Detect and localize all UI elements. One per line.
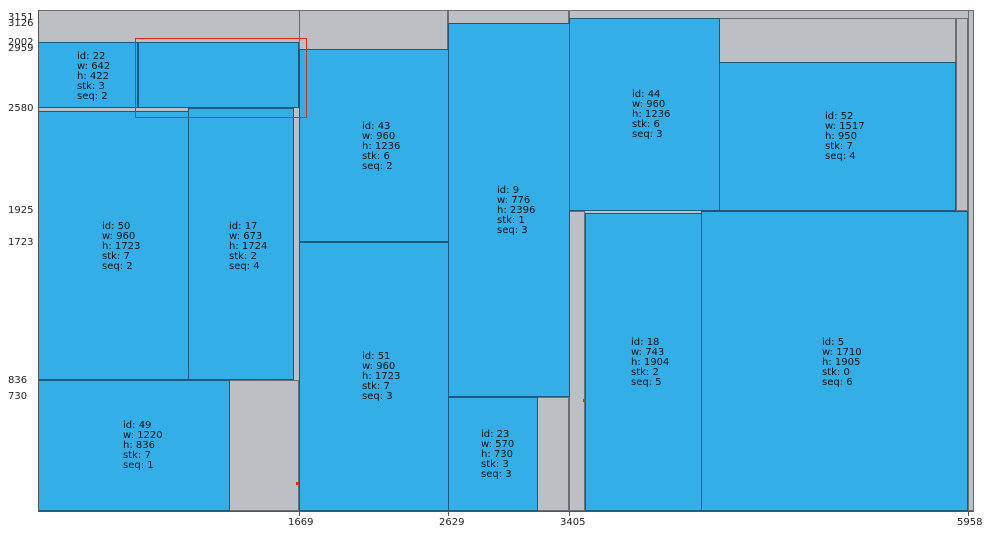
piece-18[interactable]: id: 18 w: 743 h: 1904 stk: 2 seq: 5: [585, 213, 702, 511]
piece-label: id: 18 w: 743 h: 1904 stk: 2 seq: 5: [631, 337, 670, 388]
placement-marker: [583, 399, 586, 402]
y-tick-label: 3126: [8, 18, 34, 29]
empty-region: [299, 10, 448, 50]
piece-49[interactable]: id: 49 w: 1220 h: 836 stk: 7 seq: 1: [38, 380, 230, 511]
x-tick-label: 2629: [439, 517, 465, 528]
piece-label: id: 51 w: 960 h: 1723 stk: 7 seq: 3: [362, 351, 401, 402]
y-tick-label: 836: [8, 375, 28, 386]
empty-region: [956, 18, 968, 211]
piece-23[interactable]: id: 23 w: 570 h: 730 stk: 3 seq: 3: [448, 397, 538, 511]
piece-label: id: 22 w: 642 h: 422 stk: 3 seq: 2: [77, 51, 111, 102]
x-tick: [448, 511, 449, 516]
piece-label: id: 52 w: 1517 h: 950 stk: 7 seq: 4: [825, 111, 865, 162]
piece-label: id: 49 w: 1220 h: 836 stk: 7 seq: 1: [123, 420, 163, 471]
y-tick-label: 1723: [8, 237, 34, 248]
piece-label: id: 5 w: 1710 h: 1905 stk: 0 seq: 6: [822, 337, 862, 388]
x-axis-line: [38, 511, 974, 512]
piece-52[interactable]: id: 52 w: 1517 h: 950 stk: 7 seq: 4: [719, 62, 956, 211]
y-tick-label: 2580: [8, 103, 34, 114]
piece-44[interactable]: id: 44 w: 960 h: 1236 stk: 6 seq: 3: [569, 18, 720, 211]
placement-marker: [296, 482, 299, 485]
empty-region: [569, 211, 585, 511]
piece-label: id: 43 w: 960 h: 1236 stk: 6 seq: 2: [362, 121, 401, 172]
piece-5[interactable]: id: 5 w: 1710 h: 1905 stk: 0 seq: 6: [701, 211, 968, 511]
piece-50[interactable]: id: 50 w: 960 h: 1723 stk: 7 seq: 2: [38, 111, 189, 380]
y-tick-label: 2002: [8, 37, 34, 48]
piece-label: id: 17 w: 673 h: 1724 stk: 2 seq: 4: [229, 221, 268, 272]
x-tick: [968, 511, 969, 516]
piece-43[interactable]: id: 43 w: 960 h: 1236 stk: 6 seq: 2: [299, 49, 449, 242]
x-tick: [299, 511, 300, 516]
piece-17[interactable]: id: 17 w: 673 h: 1724 stk: 2 seq: 4: [188, 108, 294, 380]
piece-22[interactable]: id: 22 w: 642 h: 422 stk: 3 seq: 2: [38, 42, 138, 108]
y-tick-label: 2959: [8, 43, 34, 54]
y-axis-line: [38, 10, 39, 512]
x-tick-label: 3405: [560, 517, 586, 528]
piece-9[interactable]: id: 9 w: 776 h: 2396 stk: 1 seq: 3: [448, 23, 570, 397]
piece-label: id: 50 w: 960 h: 1723 stk: 7 seq: 2: [102, 221, 141, 272]
piece-51[interactable]: id: 51 w: 960 h: 1723 stk: 7 seq: 3: [299, 242, 449, 511]
piece-label: id: 9 w: 776 h: 2396 stk: 1 seq: 3: [497, 185, 536, 236]
empty-region: [448, 10, 569, 24]
empty-region: [968, 10, 974, 511]
piece-label: id: 44 w: 960 h: 1236 stk: 6 seq: 3: [632, 89, 671, 140]
piece-label: id: 23 w: 570 h: 730 stk: 3 seq: 3: [481, 429, 515, 480]
x-tick-label: 5958: [957, 517, 983, 528]
empty-region: [537, 397, 569, 511]
y-tick-label: 3151: [8, 12, 34, 23]
selection-box[interactable]: [135, 38, 307, 118]
empty-region: [719, 18, 956, 63]
x-tick: [569, 511, 570, 516]
y-tick-label: 730: [8, 391, 28, 402]
y-tick-label: 1925: [8, 205, 34, 216]
piece-22b[interactable]: [138, 42, 299, 108]
empty-region: [229, 380, 299, 511]
x-tick-label: 1669: [288, 517, 314, 528]
